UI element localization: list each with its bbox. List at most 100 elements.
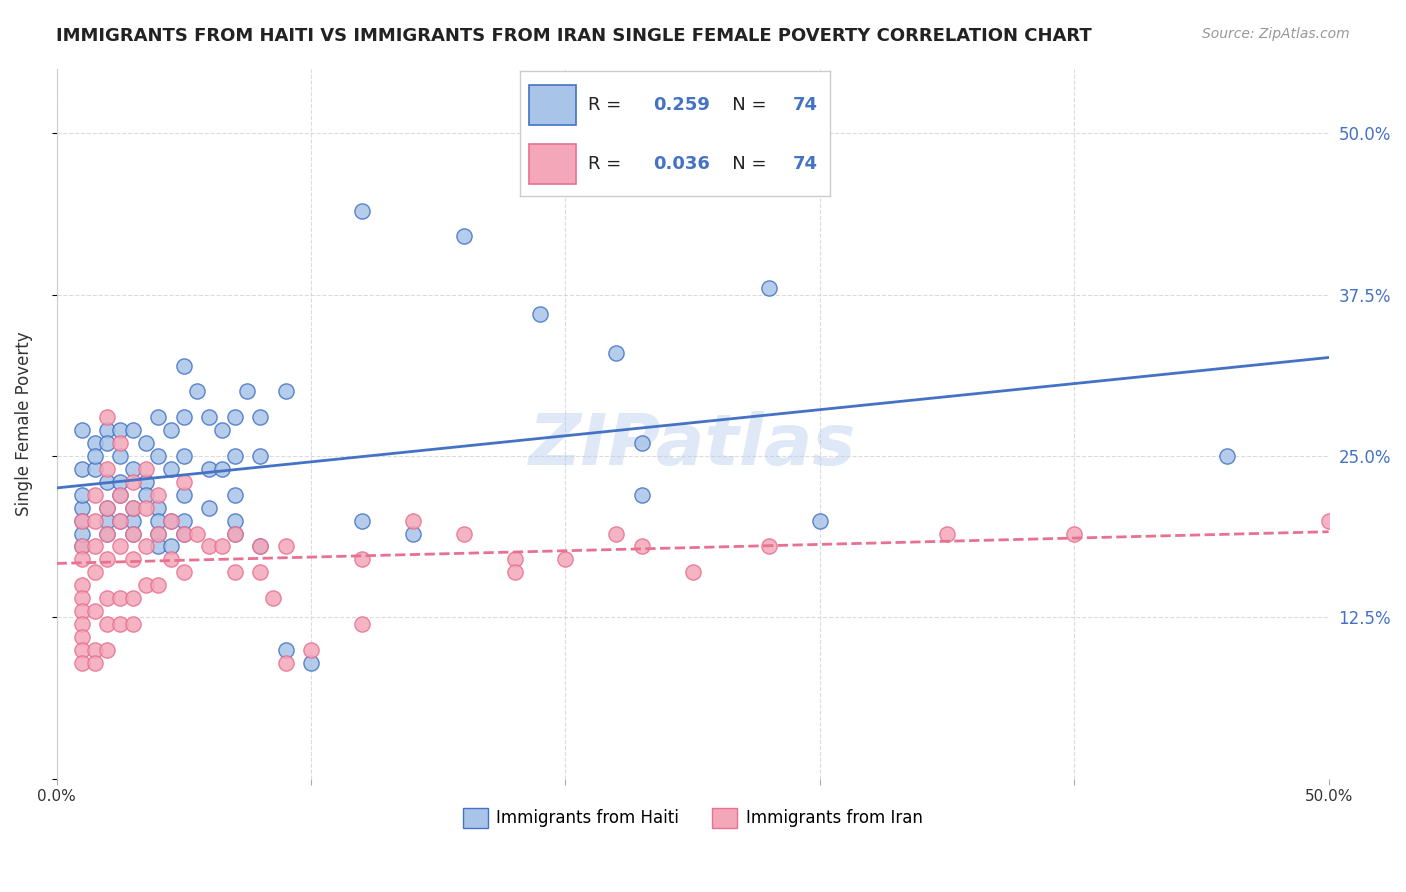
Text: N =: N = <box>716 155 772 173</box>
Point <box>211 540 233 554</box>
Point <box>198 410 221 425</box>
Point <box>96 436 118 450</box>
Point <box>148 578 170 592</box>
Point <box>274 656 297 670</box>
Point <box>160 423 183 437</box>
Point <box>110 423 132 437</box>
Text: 0.259: 0.259 <box>654 96 710 114</box>
Point <box>70 656 93 670</box>
Point <box>682 566 704 580</box>
Point <box>70 514 93 528</box>
Text: 0.036: 0.036 <box>654 155 710 173</box>
Point <box>503 552 526 566</box>
Point <box>630 436 652 450</box>
Point <box>160 462 183 476</box>
Point <box>122 475 145 489</box>
Point <box>148 526 170 541</box>
Point <box>211 423 233 437</box>
Point <box>630 488 652 502</box>
Text: 74: 74 <box>793 96 817 114</box>
Point <box>110 449 132 463</box>
Point <box>148 410 170 425</box>
Point <box>96 423 118 437</box>
Point <box>110 436 132 450</box>
Point <box>148 526 170 541</box>
Point <box>758 540 780 554</box>
Point <box>110 616 132 631</box>
Point <box>605 345 627 359</box>
Point <box>262 591 284 606</box>
Point <box>83 604 105 618</box>
Point <box>299 642 322 657</box>
Point <box>83 642 105 657</box>
Point <box>110 514 132 528</box>
Point <box>83 540 105 554</box>
Point <box>96 526 118 541</box>
Point <box>70 616 93 631</box>
Point <box>186 384 208 399</box>
Point <box>173 449 195 463</box>
Point <box>160 540 183 554</box>
Point <box>83 566 105 580</box>
Point <box>135 475 157 489</box>
Point <box>148 488 170 502</box>
Point <box>110 540 132 554</box>
Point <box>122 616 145 631</box>
Point <box>122 500 145 515</box>
Point <box>110 488 132 502</box>
Point <box>186 526 208 541</box>
Point <box>173 526 195 541</box>
Point <box>529 307 551 321</box>
Point <box>96 500 118 515</box>
Point <box>70 488 93 502</box>
Point <box>135 436 157 450</box>
Point <box>274 384 297 399</box>
Y-axis label: Single Female Poverty: Single Female Poverty <box>15 332 32 516</box>
Point <box>224 514 246 528</box>
Point <box>83 436 105 450</box>
Point <box>274 642 297 657</box>
Text: N =: N = <box>716 96 772 114</box>
Point <box>110 514 132 528</box>
Point <box>70 462 93 476</box>
Point <box>122 500 145 515</box>
Point <box>70 540 93 554</box>
Point <box>148 540 170 554</box>
Point <box>503 566 526 580</box>
Point <box>122 462 145 476</box>
Point <box>122 526 145 541</box>
Point <box>110 488 132 502</box>
Text: R =: R = <box>588 96 627 114</box>
Point <box>70 540 93 554</box>
Point <box>83 514 105 528</box>
Point <box>1317 514 1340 528</box>
Point <box>249 540 271 554</box>
Point <box>96 410 118 425</box>
Point <box>70 642 93 657</box>
Point <box>160 514 183 528</box>
Point <box>453 526 475 541</box>
Point <box>122 552 145 566</box>
Point <box>173 488 195 502</box>
Point <box>96 616 118 631</box>
Point <box>224 449 246 463</box>
Point <box>148 500 170 515</box>
Point <box>135 540 157 554</box>
Point <box>160 552 183 566</box>
Point <box>808 514 831 528</box>
Point <box>83 449 105 463</box>
Point <box>173 526 195 541</box>
Point <box>96 475 118 489</box>
Point <box>96 591 118 606</box>
Point <box>83 488 105 502</box>
Point <box>249 410 271 425</box>
Point <box>936 526 959 541</box>
Point <box>350 616 373 631</box>
Point <box>224 488 246 502</box>
Point <box>198 500 221 515</box>
FancyBboxPatch shape <box>530 85 576 125</box>
Text: 74: 74 <box>793 155 817 173</box>
Point <box>605 526 627 541</box>
Point <box>1216 449 1239 463</box>
Point <box>96 552 118 566</box>
